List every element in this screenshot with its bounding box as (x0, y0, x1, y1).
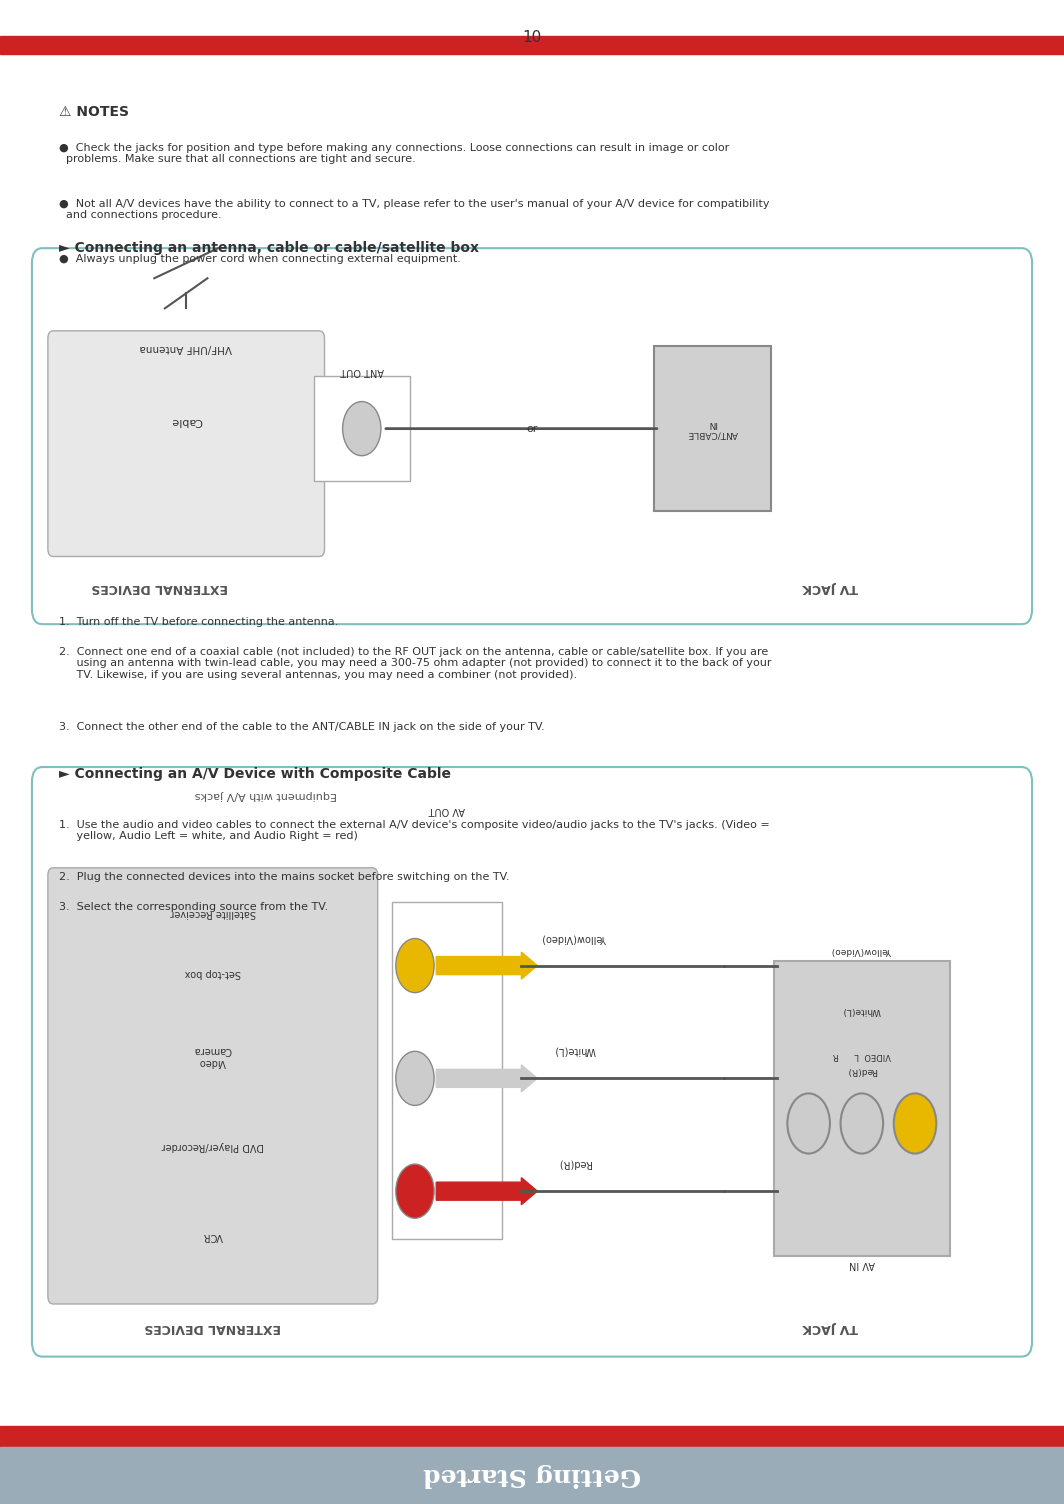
Circle shape (841, 1093, 883, 1154)
FancyBboxPatch shape (32, 767, 1032, 1357)
Text: Equipment with A/V jacks: Equipment with A/V jacks (195, 790, 337, 800)
Text: 3.  Connect the other end of the cable to the ANT/CABLE IN jack on the side of y: 3. Connect the other end of the cable to… (59, 722, 545, 732)
FancyArrow shape (436, 1178, 537, 1205)
FancyBboxPatch shape (654, 346, 771, 511)
Text: 3.  Select the corresponding source from the TV.: 3. Select the corresponding source from … (59, 902, 328, 913)
FancyBboxPatch shape (48, 331, 325, 556)
FancyBboxPatch shape (392, 902, 502, 1239)
FancyArrow shape (436, 952, 537, 979)
Text: 2.  Connect one end of a coaxial cable (not included) to the RF OUT jack on the : 2. Connect one end of a coaxial cable (n… (59, 647, 771, 680)
FancyBboxPatch shape (48, 868, 378, 1304)
Bar (0, 1447, 1064, 1504)
Text: EXTERNAL DEVICES: EXTERNAL DEVICES (145, 1321, 281, 1334)
Circle shape (343, 402, 381, 456)
Text: 10: 10 (522, 30, 542, 45)
Text: 1.  Use the audio and video cables to connect the external A/V device's composit: 1. Use the audio and video cables to con… (59, 820, 769, 841)
FancyBboxPatch shape (32, 248, 1032, 624)
Circle shape (894, 1093, 936, 1154)
Text: VCR: VCR (202, 1232, 223, 1241)
Text: EXTERNAL DEVICES: EXTERNAL DEVICES (92, 581, 228, 594)
Text: TV JACK: TV JACK (802, 1321, 858, 1334)
Text: White(L): White(L) (843, 1006, 881, 1015)
Text: AV OUT: AV OUT (429, 805, 465, 815)
Text: ANT OUT: ANT OUT (339, 365, 384, 376)
Text: Cable: Cable (170, 417, 202, 426)
Circle shape (787, 1093, 830, 1154)
Bar (0, 36, 1064, 54)
Text: VIDEO  L      R: VIDEO L R (833, 1051, 891, 1060)
Text: ► Connecting an A/V Device with Composite Cable: ► Connecting an A/V Device with Composit… (59, 767, 450, 781)
Circle shape (396, 1164, 434, 1218)
Text: 2.  Plug the connected devices into the mains socket before switching on the TV.: 2. Plug the connected devices into the m… (59, 872, 509, 883)
Text: VHF/UHF Antenna: VHF/UHF Antenna (140, 343, 232, 353)
Text: ●  Not all A/V devices have the ability to connect to a TV, please refer to the : ● Not all A/V devices have the ability t… (59, 199, 769, 220)
Text: Red(R): Red(R) (847, 1066, 877, 1075)
Text: DVD Player/Recorder: DVD Player/Recorder (162, 1142, 264, 1151)
Text: Red(R): Red(R) (558, 1158, 592, 1169)
Text: ► Connecting an antenna, cable or cable/satellite box: ► Connecting an antenna, cable or cable/… (59, 241, 479, 254)
Text: ANT/CABLE
IN: ANT/CABLE IN (687, 420, 738, 438)
Text: AV IN: AV IN (849, 1259, 875, 1269)
Text: Video
Camera: Video Camera (194, 1045, 232, 1066)
FancyBboxPatch shape (774, 961, 950, 1256)
Bar (0, 1426, 1064, 1450)
Text: Set-top box: Set-top box (185, 969, 240, 978)
Text: ⚠ NOTES: ⚠ NOTES (59, 105, 129, 119)
Text: Satellite Receiver: Satellite Receiver (170, 908, 255, 917)
Text: Yellow(Video): Yellow(Video) (543, 932, 606, 943)
Text: Getting Started: Getting Started (423, 1463, 641, 1487)
Text: 1.  Turn off the TV before connecting the antenna.: 1. Turn off the TV before connecting the… (59, 617, 338, 627)
Text: Yellow(Video): Yellow(Video) (832, 946, 892, 955)
FancyBboxPatch shape (314, 376, 410, 481)
Text: or: or (527, 424, 537, 433)
Text: ●  Check the jacks for position and type before making any connections. Loose co: ● Check the jacks for position and type … (59, 143, 729, 164)
Text: ●  Always unplug the power cord when connecting external equipment.: ● Always unplug the power cord when conn… (59, 254, 461, 265)
FancyArrow shape (436, 1065, 537, 1092)
Text: TV JACK: TV JACK (802, 581, 858, 594)
Circle shape (396, 1051, 434, 1105)
Text: White(L): White(L) (553, 1045, 596, 1056)
Circle shape (396, 938, 434, 993)
